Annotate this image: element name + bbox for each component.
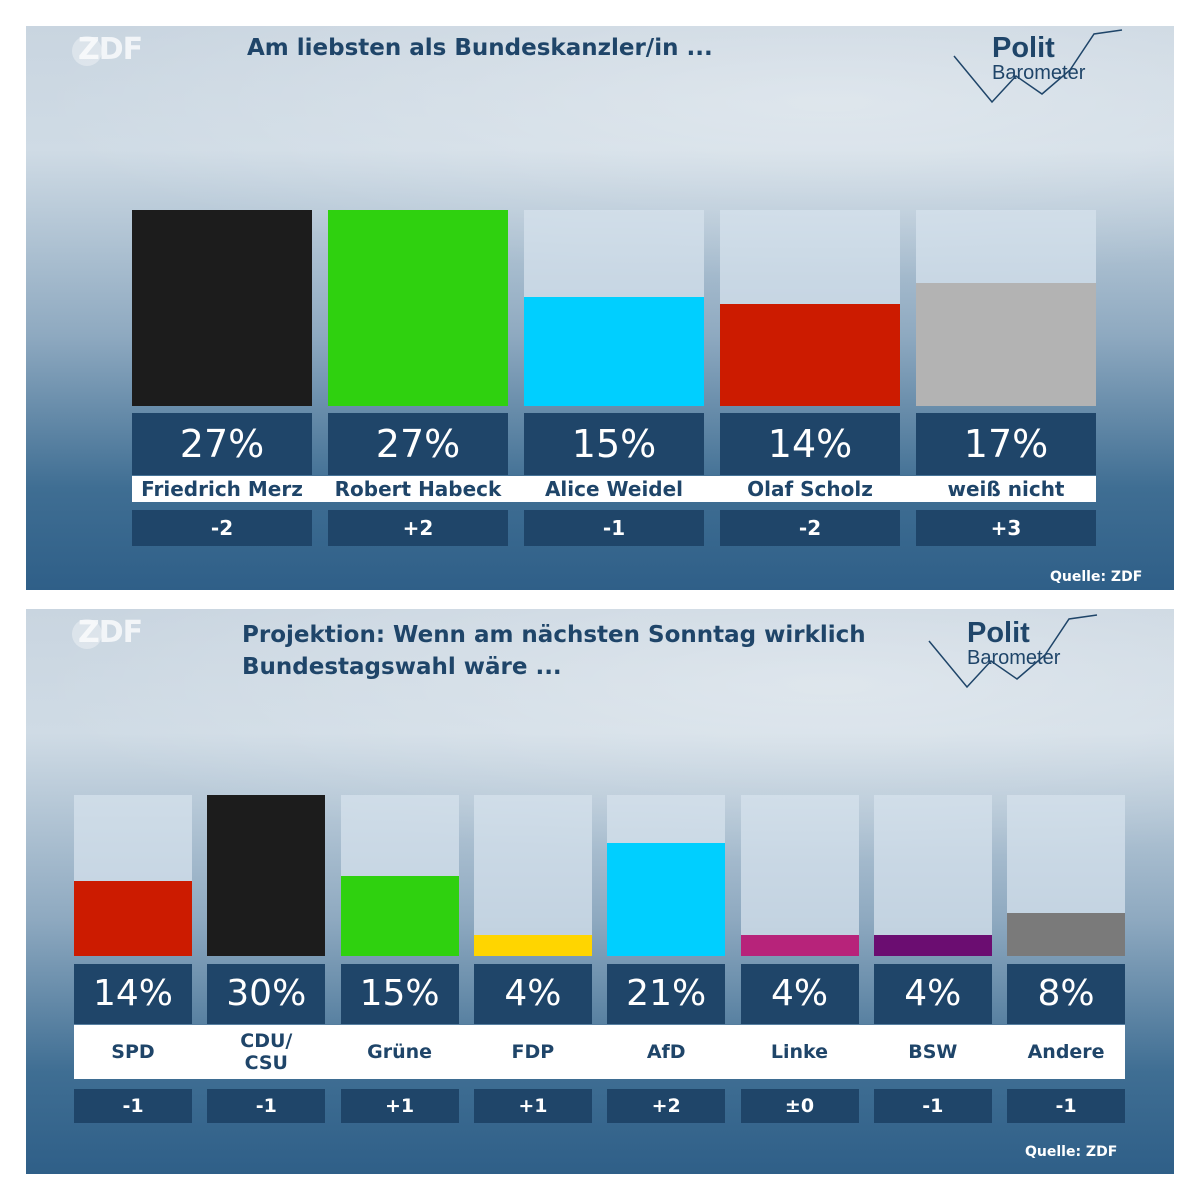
name-strip	[74, 1025, 1126, 1079]
projection-panel: ZDF Projektion: Wenn am nächsten Sonntag…	[26, 609, 1174, 1174]
value-label: 21%	[607, 964, 726, 1024]
bar	[207, 795, 326, 956]
category-label: FDP	[511, 1041, 555, 1063]
politbarometer-logo: Polit Barometer	[921, 611, 1111, 691]
bar	[328, 210, 508, 406]
change-label: +1	[473, 1089, 592, 1123]
bar-track	[473, 795, 592, 956]
title-line: Projektion: Wenn am nächsten Sonntag wir…	[242, 622, 866, 648]
panel-title: Projektion: Wenn am nächsten Sonntag wir…	[242, 619, 866, 683]
bar-track	[1007, 795, 1126, 956]
change-label: -1	[524, 510, 704, 546]
category-label: Robert Habeck	[334, 477, 502, 501]
category-label: CDU/CSU	[240, 1030, 293, 1074]
bar	[740, 934, 859, 956]
bar	[873, 934, 992, 956]
bar	[473, 934, 592, 956]
checkmark-icon	[928, 614, 1098, 689]
politbarometer-logo: Polit Barometer	[946, 26, 1136, 106]
bar	[132, 210, 312, 406]
value-label: 4%	[740, 964, 859, 1024]
value-label: 4%	[473, 964, 592, 1024]
category-label: AfD	[646, 1041, 686, 1063]
bar	[1007, 913, 1126, 956]
title-line: Bundestagswahl wäre ...	[242, 654, 562, 680]
category-label: Grüne	[367, 1041, 433, 1063]
bar-track	[328, 210, 508, 406]
zdf-logo: ZDF	[72, 32, 143, 67]
change-label: +2	[607, 1089, 726, 1123]
bar	[916, 282, 1096, 406]
change-label: -1	[207, 1089, 326, 1123]
change-label: -1	[74, 1089, 192, 1123]
bar-track	[720, 210, 900, 406]
category-label: SPD	[111, 1041, 155, 1063]
change-label: +1	[340, 1089, 459, 1123]
bar-track	[340, 795, 459, 956]
category-label: Andere	[1027, 1041, 1105, 1063]
logo-line2: Barometer	[992, 62, 1086, 84]
value-label: 8%	[1007, 964, 1126, 1024]
value-label: 14%	[720, 413, 900, 475]
bar	[524, 297, 704, 406]
value-label: 17%	[916, 413, 1096, 475]
category-label: Olaf Scholz	[747, 477, 873, 501]
value-label: 15%	[340, 964, 459, 1024]
bar	[74, 880, 192, 956]
bar-track	[524, 210, 704, 406]
logo-line1: Polit	[967, 617, 1030, 649]
bar-track	[873, 795, 992, 956]
value-label: 15%	[524, 413, 704, 475]
bar-track	[207, 795, 326, 956]
bar-track	[740, 795, 859, 956]
value-label: 14%	[74, 964, 192, 1024]
change-label: -2	[720, 510, 900, 546]
value-label: 30%	[207, 964, 326, 1024]
checkmark-icon	[953, 29, 1123, 104]
category-label: Linke	[770, 1041, 829, 1063]
title-line: Am liebsten als Bundeskanzler/in ...	[247, 35, 713, 61]
chancellor-preference-panel: ZDF Am liebsten als Bundeskanzler/in ...…	[26, 26, 1174, 590]
value-label: 27%	[132, 413, 312, 475]
bar-track	[74, 795, 192, 956]
bar-track	[916, 210, 1096, 406]
zdf-logo: ZDF	[72, 615, 143, 650]
category-label: BSW	[908, 1041, 958, 1063]
bar-track	[607, 795, 726, 956]
change-label: -2	[132, 510, 312, 546]
logo-line2: Barometer	[967, 647, 1061, 669]
change-label: +3	[916, 510, 1096, 546]
bar	[340, 875, 459, 956]
bar	[720, 304, 900, 406]
change-label: +2	[328, 510, 508, 546]
bar-track	[132, 210, 312, 406]
change-label: -1	[873, 1089, 992, 1123]
change-label: ±0	[740, 1089, 859, 1123]
bar	[607, 843, 726, 956]
value-label: 4%	[873, 964, 992, 1024]
panel-title: Am liebsten als Bundeskanzler/in ...	[247, 32, 713, 64]
change-label: -1	[1007, 1089, 1126, 1123]
category-label: Alice Weidel	[544, 477, 684, 501]
source-label: Quelle: ZDF	[1050, 569, 1143, 585]
name-strip	[132, 476, 1096, 502]
value-label: 27%	[328, 413, 508, 475]
logo-line1: Polit	[992, 32, 1055, 64]
category-label: Friedrich Merz	[141, 477, 303, 501]
category-label: weiß nicht	[947, 477, 1065, 501]
source-label: Quelle: ZDF	[1025, 1144, 1118, 1160]
